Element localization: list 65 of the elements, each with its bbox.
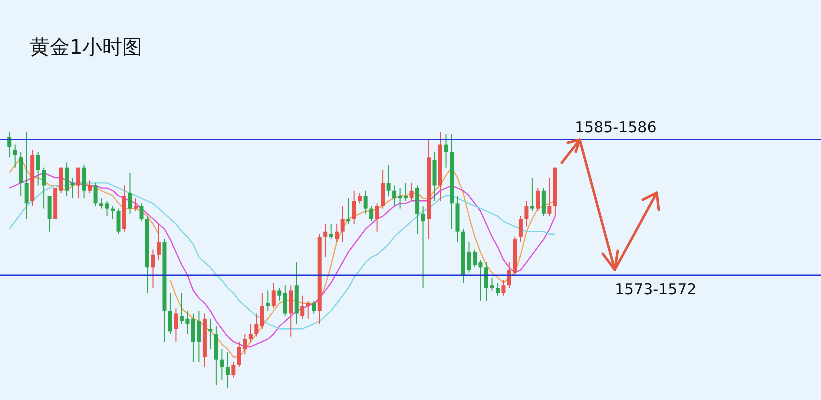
candlestick xyxy=(76,167,81,200)
candlestick xyxy=(248,324,253,342)
candlestick xyxy=(105,200,110,217)
candlestick xyxy=(36,152,40,186)
candlestick xyxy=(289,285,294,338)
candlestick xyxy=(548,178,552,217)
candlestick xyxy=(542,188,546,217)
candlestick xyxy=(329,224,334,240)
candlestick xyxy=(151,249,156,289)
candlestick xyxy=(524,200,529,228)
candlestick xyxy=(444,134,448,168)
candlestick xyxy=(300,295,305,320)
candlestick xyxy=(324,224,328,258)
candlestick xyxy=(518,216,523,243)
candlestick xyxy=(340,206,345,243)
candlestick xyxy=(116,208,121,235)
candlestick xyxy=(386,164,391,196)
candlestick xyxy=(312,300,316,314)
candlestick xyxy=(272,282,276,310)
candlestick xyxy=(24,132,29,220)
candlestick xyxy=(502,280,506,296)
candlestick xyxy=(530,178,534,212)
candlestick xyxy=(306,300,310,320)
candlestick xyxy=(220,349,224,381)
candlestick xyxy=(65,162,70,196)
candlestick xyxy=(42,167,46,210)
candlestick xyxy=(421,206,426,289)
candlestick xyxy=(208,318,213,350)
candlestick xyxy=(134,198,138,212)
candlestick xyxy=(226,352,230,388)
candlestick xyxy=(111,206,116,220)
candlestick xyxy=(278,288,282,302)
text: 1573-1572 xyxy=(615,280,697,298)
text: 1585-1586 xyxy=(575,118,657,137)
candlestick xyxy=(13,144,18,168)
candlestick xyxy=(375,203,380,232)
candlestick xyxy=(128,172,132,214)
candlestick xyxy=(140,203,144,222)
candlestick xyxy=(48,196,52,232)
candlestick xyxy=(254,313,259,338)
candlestick xyxy=(100,198,104,210)
candlestick xyxy=(70,178,75,200)
candlestick xyxy=(358,192,362,204)
candlestick xyxy=(82,164,86,200)
candlestick xyxy=(410,182,414,202)
candlestick xyxy=(156,224,161,260)
candlestick xyxy=(346,198,351,225)
candlestick xyxy=(283,285,288,317)
candlestick xyxy=(174,308,178,342)
candlestick xyxy=(496,282,500,296)
candlestick xyxy=(335,224,340,243)
candlestick xyxy=(364,190,368,214)
candlestick xyxy=(232,362,236,378)
candlestick xyxy=(392,185,397,207)
candlestick xyxy=(260,292,264,330)
candlestick xyxy=(59,167,64,194)
candlestick xyxy=(352,190,356,225)
candlestick xyxy=(370,206,374,222)
candlestick xyxy=(168,292,172,335)
candlestick xyxy=(536,188,540,212)
candlestick xyxy=(381,170,386,210)
candlestick xyxy=(266,290,270,312)
chart-title: 黄金1小时图 xyxy=(30,35,143,59)
candlestick xyxy=(94,182,98,207)
candlestick xyxy=(88,180,92,194)
